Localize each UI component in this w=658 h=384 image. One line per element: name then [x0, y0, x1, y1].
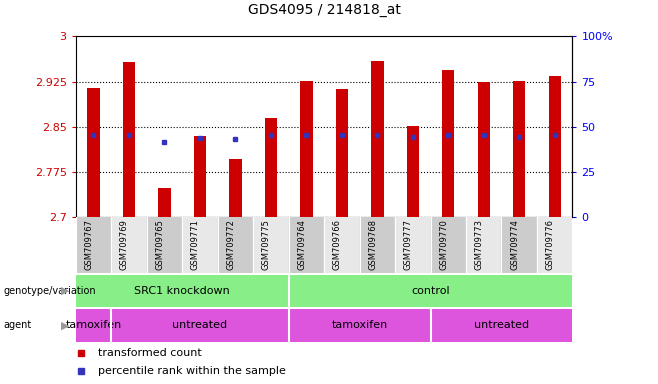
- Bar: [478, 81, 490, 217]
- Text: GSM709772: GSM709772: [226, 218, 236, 270]
- Bar: [76, 309, 111, 342]
- Text: ▶: ▶: [61, 320, 69, 331]
- Bar: [88, 88, 99, 217]
- Text: control: control: [411, 286, 450, 296]
- Bar: [193, 136, 206, 217]
- Text: untreated: untreated: [172, 320, 228, 331]
- Bar: [289, 217, 324, 273]
- Text: GSM709771: GSM709771: [191, 218, 200, 270]
- Text: tamoxifen: tamoxifen: [332, 320, 388, 331]
- Bar: [182, 217, 218, 273]
- Bar: [111, 217, 147, 273]
- Bar: [158, 188, 170, 217]
- Bar: [122, 62, 135, 217]
- Text: untreated: untreated: [474, 320, 529, 331]
- Text: GSM709777: GSM709777: [404, 218, 413, 270]
- Bar: [253, 217, 289, 273]
- Bar: [407, 126, 419, 217]
- Bar: [430, 217, 466, 273]
- Text: ▶: ▶: [61, 286, 69, 296]
- Bar: [76, 275, 289, 307]
- Text: GSM709775: GSM709775: [262, 218, 271, 270]
- Bar: [371, 61, 384, 217]
- Text: GSM709770: GSM709770: [440, 218, 448, 270]
- Text: GSM709769: GSM709769: [120, 218, 129, 270]
- Bar: [537, 217, 572, 273]
- Text: SRC1 knockdown: SRC1 knockdown: [134, 286, 230, 296]
- Bar: [289, 309, 430, 342]
- Text: transformed count: transformed count: [98, 348, 202, 358]
- Text: GSM709768: GSM709768: [368, 218, 377, 270]
- Bar: [111, 309, 289, 342]
- Bar: [300, 81, 313, 217]
- Bar: [501, 217, 537, 273]
- Text: agent: agent: [3, 320, 32, 331]
- Bar: [289, 275, 572, 307]
- Text: GSM709776: GSM709776: [545, 218, 555, 270]
- Bar: [229, 159, 241, 217]
- Bar: [265, 118, 277, 217]
- Text: GSM709767: GSM709767: [84, 218, 93, 270]
- Bar: [466, 217, 501, 273]
- Text: GSM709766: GSM709766: [333, 218, 342, 270]
- Text: GSM709764: GSM709764: [297, 218, 307, 270]
- Bar: [336, 89, 348, 217]
- Bar: [147, 217, 182, 273]
- Text: GDS4095 / 214818_at: GDS4095 / 214818_at: [247, 3, 401, 17]
- Bar: [513, 81, 526, 217]
- Bar: [442, 70, 455, 217]
- Text: GSM709765: GSM709765: [155, 218, 164, 270]
- Text: tamoxifen: tamoxifen: [65, 320, 122, 331]
- Bar: [218, 217, 253, 273]
- Text: GSM709773: GSM709773: [475, 218, 484, 270]
- Text: genotype/variation: genotype/variation: [3, 286, 96, 296]
- Bar: [549, 76, 561, 217]
- Text: percentile rank within the sample: percentile rank within the sample: [98, 366, 286, 376]
- Text: GSM709774: GSM709774: [510, 218, 519, 270]
- Bar: [324, 217, 359, 273]
- Bar: [359, 217, 395, 273]
- Bar: [430, 309, 572, 342]
- Bar: [395, 217, 430, 273]
- Bar: [76, 217, 111, 273]
